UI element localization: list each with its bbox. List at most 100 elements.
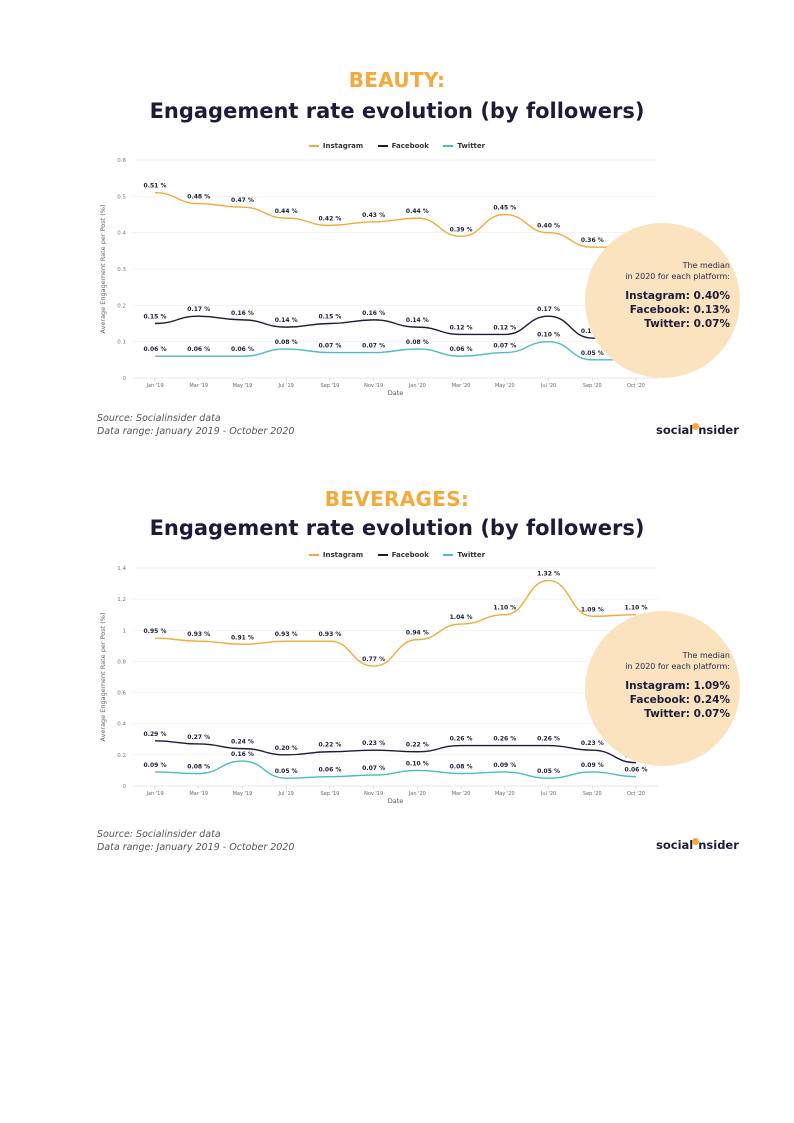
data-label-twitter: 0.07 % bbox=[318, 343, 341, 350]
data-label-facebook: 0.12 % bbox=[493, 324, 516, 331]
y-tick-label: 0.4 bbox=[117, 231, 126, 237]
range-text: Data range: January 2019 - October 2020 bbox=[97, 426, 295, 437]
data-label-instagram: 0.45 % bbox=[493, 205, 516, 212]
legend-instagram: Instagram bbox=[308, 142, 363, 150]
chart-title: Engagement rate evolution (by followers) bbox=[149, 516, 645, 540]
x-tick-label: May '19 bbox=[233, 383, 253, 389]
data-label-facebook: 0.14 % bbox=[275, 317, 298, 324]
data-label-twitter: 0.06 % bbox=[187, 346, 210, 353]
legend-label: Facebook bbox=[391, 551, 429, 559]
data-label-instagram: 0.43 % bbox=[362, 212, 385, 219]
legend-swatch-instagram bbox=[308, 554, 319, 556]
x-tick-label: Oct '20 bbox=[627, 791, 645, 797]
y-tick-label: 0 bbox=[123, 784, 127, 790]
data-label-instagram: 0.44 % bbox=[406, 208, 429, 215]
data-label-facebook: 0.26 % bbox=[450, 736, 473, 743]
x-axis-title: Date bbox=[388, 389, 404, 397]
x-tick-label: Mar '19 bbox=[189, 383, 208, 389]
data-label-facebook: 0.24 % bbox=[231, 739, 254, 746]
section-category: BEAUTY: bbox=[348, 68, 446, 92]
median-intro-line2: in 2020 for each platform: bbox=[625, 272, 730, 281]
legend-label: Instagram bbox=[322, 551, 364, 559]
source-text: Source: Socialinsider data bbox=[97, 413, 221, 424]
median-intro-line1: The median bbox=[682, 261, 730, 270]
y-tick-label: 0.8 bbox=[117, 659, 126, 665]
x-tick-label: Jul '19 bbox=[278, 383, 294, 389]
logo-text: social bbox=[656, 838, 694, 852]
x-tick-label: Jul '20 bbox=[540, 791, 556, 797]
y-axis-title: Average Engagement Rate per Post (%) bbox=[99, 612, 107, 741]
data-label-instagram: 0.95 % bbox=[144, 628, 167, 635]
x-tick-label: Jan '20 bbox=[408, 791, 426, 797]
series-line-twitter bbox=[154, 340, 636, 361]
y-axis-title: Average Engagement Rate per Post (%) bbox=[99, 204, 107, 333]
section-category: BEVERAGES: bbox=[324, 487, 470, 511]
range-text: Data range: January 2019 - October 2020 bbox=[97, 842, 295, 853]
median-facebook: Facebook: 0.13% bbox=[629, 304, 730, 316]
series-line-facebook bbox=[154, 740, 637, 764]
x-tick-label: Mar '20 bbox=[452, 383, 471, 389]
data-label-facebook: 0.26 % bbox=[493, 736, 516, 743]
median-twitter: Twitter: 0.07% bbox=[644, 708, 730, 720]
median-callout: The median in 2020 for each platform: In… bbox=[585, 611, 740, 766]
x-tick-label: Jan '19 bbox=[145, 791, 163, 797]
data-label-twitter: 0.07 % bbox=[362, 343, 385, 350]
y-tick-label: 0.2 bbox=[117, 753, 126, 759]
data-label-twitter: 0.09 % bbox=[493, 762, 516, 769]
logo-dot bbox=[692, 423, 700, 430]
data-label-twitter: 0.08 % bbox=[275, 339, 298, 346]
source-note: Source: Socialinsider data Data range: J… bbox=[97, 828, 294, 854]
x-tick-label: Mar '19 bbox=[189, 791, 208, 797]
data-label-facebook: 0.26 % bbox=[537, 736, 560, 743]
source-note: Source: Socialinsider data Data range: J… bbox=[97, 412, 294, 438]
data-label-twitter: 0.05 % bbox=[581, 350, 604, 357]
y-tick-label: 0.5 bbox=[117, 194, 126, 200]
data-label-facebook: 0.20 % bbox=[275, 745, 298, 752]
beverages-line-chart: 0 0.2 0.4 0.6 0.8 1 1.2 1.4 Average Engagement R… bbox=[99, 566, 658, 805]
data-label-facebook: 0.15 % bbox=[318, 314, 341, 321]
data-label-facebook: 0.22 % bbox=[318, 742, 341, 749]
x-tick-label: Nov '19 bbox=[364, 383, 383, 389]
data-label-instagram: 1.10 % bbox=[625, 605, 648, 612]
median-twitter: Twitter: 0.07% bbox=[644, 318, 730, 330]
data-label-facebook: 0.23 % bbox=[362, 740, 385, 747]
x-tick-label: Sep '20 bbox=[583, 383, 602, 389]
source-text: Source: Socialinsider data bbox=[97, 829, 221, 840]
x-tick-label: May '20 bbox=[495, 791, 515, 797]
data-label-facebook: 0.22 % bbox=[406, 742, 429, 749]
x-tick-label: Oct '20 bbox=[627, 383, 645, 389]
median-instagram: Instagram: 0.40% bbox=[625, 290, 730, 302]
data-label-instagram: 0.93 % bbox=[275, 631, 298, 638]
x-tick-label: Jan '20 bbox=[408, 383, 426, 389]
chart-legend: Instagram Facebook Twitter bbox=[0, 551, 794, 559]
data-label-instagram: 0.42 % bbox=[318, 215, 341, 222]
data-label-twitter: 0.07 % bbox=[362, 765, 385, 772]
data-label-facebook: 0.16 % bbox=[362, 310, 385, 317]
data-label-twitter: 0.06 % bbox=[144, 346, 167, 353]
y-tick-label: 0.3 bbox=[117, 267, 126, 273]
data-label-twitter: 0.07 % bbox=[493, 343, 516, 350]
x-tick-label: Sep '20 bbox=[583, 791, 602, 797]
data-label-instagram: 1.09 % bbox=[581, 606, 604, 613]
y-tick-label: 0.4 bbox=[117, 722, 126, 728]
data-label-twitter: 0.08 % bbox=[450, 764, 473, 771]
data-label-instagram: 0.39 % bbox=[450, 226, 473, 233]
legend-facebook: Facebook bbox=[377, 551, 429, 559]
data-label-instagram: 0.91 % bbox=[231, 634, 254, 641]
x-tick-label: Jul '20 bbox=[540, 383, 556, 389]
data-label-instagram: 1.04 % bbox=[450, 614, 473, 621]
y-tick-label: 1.4 bbox=[117, 566, 126, 572]
legend-swatch-instagram bbox=[308, 145, 319, 147]
series-line-instagram bbox=[154, 192, 636, 248]
data-label-facebook: 0.17 % bbox=[187, 306, 210, 313]
y-tick-label: 1.2 bbox=[117, 597, 126, 603]
median-facebook: Facebook: 0.24% bbox=[629, 694, 730, 706]
data-label-twitter: 0.08 % bbox=[406, 339, 429, 346]
logo-text: nsider bbox=[698, 423, 739, 437]
logo-dot bbox=[692, 838, 700, 845]
data-label-facebook: 0.23 % bbox=[581, 740, 604, 747]
x-tick-label: Nov '19 bbox=[364, 791, 383, 797]
data-label-twitter: 0.06 % bbox=[231, 346, 254, 353]
x-tick-label: Sep '19 bbox=[321, 383, 340, 389]
series-line-instagram bbox=[154, 579, 637, 667]
